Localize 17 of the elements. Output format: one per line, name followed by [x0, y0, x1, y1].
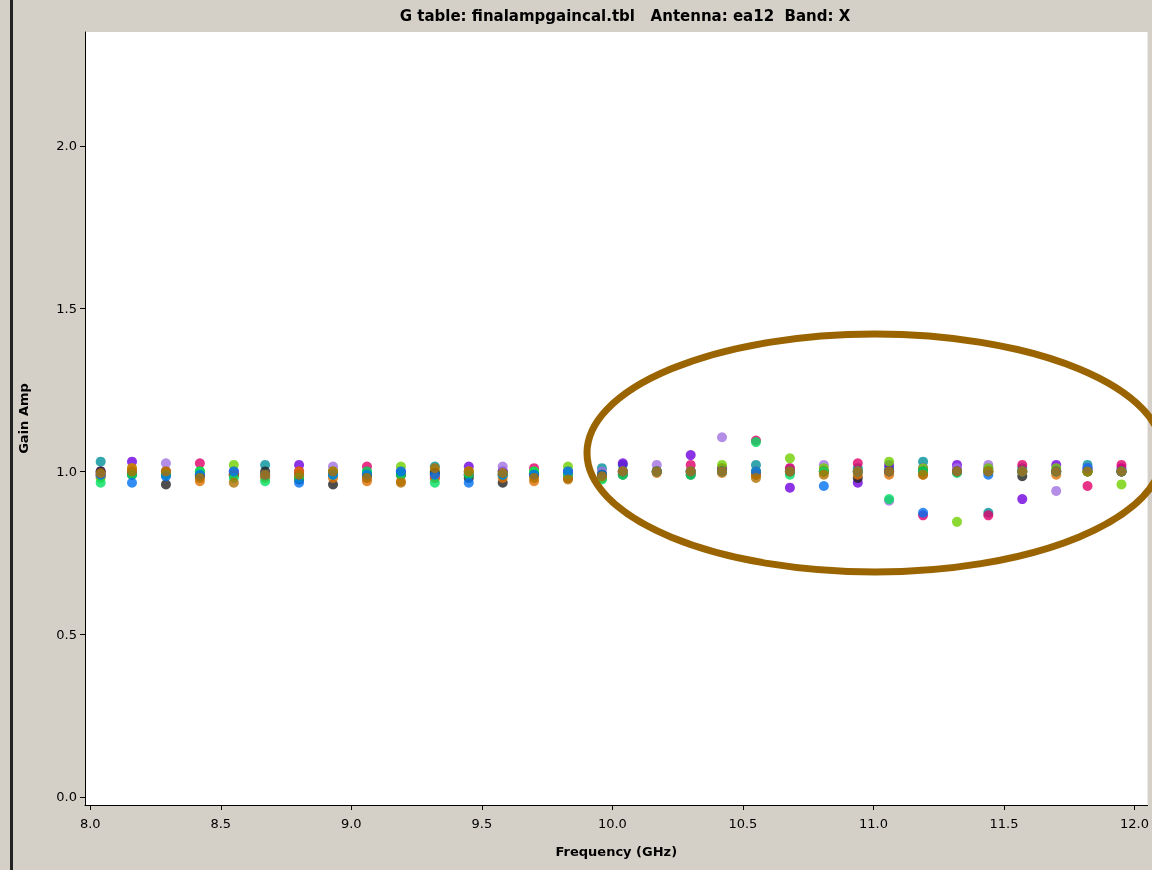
x-tick-label: 10.0: [597, 816, 627, 831]
x-tick-label: 11.5: [989, 816, 1019, 831]
y-tick-label: 0.0: [56, 789, 77, 805]
x-tick-label: 12.0: [1120, 816, 1149, 831]
x-axis-title: Frequency (GHz): [555, 844, 678, 859]
x-tick-label: 11.0: [858, 816, 888, 831]
y-tick-label: 0.5: [56, 626, 77, 642]
x-tick-label: 10.5: [728, 816, 758, 831]
x-tick-label: 9.0: [340, 816, 362, 831]
x-tick-label: 8.5: [210, 816, 232, 831]
x-tick-label: 9.5: [471, 816, 493, 831]
x-tick-label: 8.0: [79, 816, 101, 831]
y-tick-label: 1.0: [56, 463, 77, 479]
y-tick-label: 2.0: [56, 138, 77, 154]
chart-title: G table: finalampgaincal.tbl Antenna: ea12 Band: X: [399, 6, 851, 25]
y-axis-title: Gain Amp: [16, 383, 31, 454]
y-tick-label: 1.5: [56, 301, 77, 317]
